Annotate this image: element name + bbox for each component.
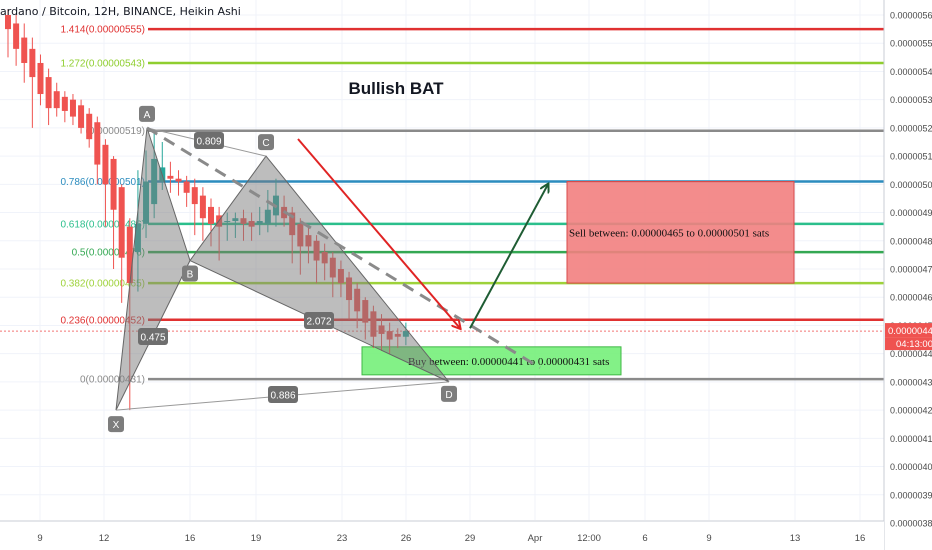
ratio-badge[interactable] (138, 328, 168, 345)
countdown-value: 04:13:00 (896, 339, 932, 350)
ratio-badge[interactable] (304, 312, 334, 329)
candle-body (61, 96, 68, 111)
pattern-point-label: D (445, 390, 452, 401)
chart-title: Bullish BAT (348, 79, 444, 98)
time-tick-label: Apr (528, 533, 543, 544)
candle-body (183, 181, 190, 193)
candle-body (94, 122, 101, 165)
ratio-badge[interactable] (268, 386, 298, 403)
pattern-point-a[interactable] (139, 105, 155, 122)
fib-level-label: 1.272(0.00000543) (60, 58, 145, 69)
candle-body (5, 15, 11, 30)
pattern-point-c[interactable] (258, 134, 274, 151)
time-tick-label: 16 (855, 533, 866, 544)
ratio-badge[interactable] (194, 132, 224, 149)
ratio-label: 0.809 (196, 137, 221, 148)
countdown-tag (885, 337, 932, 351)
candle-body (175, 178, 182, 182)
fib-level-label: 0.382(0.00000465) (60, 279, 145, 290)
price-axis-bg (884, 0, 932, 550)
candle-body (208, 206, 214, 224)
candle-body (110, 158, 117, 210)
pattern-point-label: C (262, 138, 269, 149)
candle-body (191, 187, 198, 205)
candle-body (37, 62, 44, 95)
time-tick-label: 19 (251, 533, 262, 544)
ratio-label: 0.475 (140, 333, 165, 344)
candle-body (45, 77, 52, 109)
candle-body (78, 105, 85, 128)
sell-zone-label: Sell between: 0.00000465 to 0.00000501 s… (569, 227, 769, 239)
trendline-dashed[interactable] (146, 126, 541, 370)
time-tick-label: 12:00 (577, 533, 601, 544)
candle-body (167, 175, 174, 179)
projection-arrows[interactable] (297, 138, 548, 329)
candle-body (102, 144, 109, 185)
time-tick-label: 23 (337, 533, 348, 544)
current-price-value: 0.00000448 (888, 326, 932, 337)
pattern-point-label: B (187, 270, 194, 281)
pattern-point-b[interactable] (182, 265, 198, 282)
candle-body (13, 23, 20, 49)
time-tick-label: 16 (185, 533, 196, 544)
candle-body (29, 48, 36, 78)
bat-pattern[interactable]: X A B C D 0.809 0.475 2.072 0.886 (108, 105, 541, 433)
time-axis[interactable]: 9 12 16 19 23 26 29 Apr 12:00 6 9 13 16 (0, 520, 884, 550)
time-tick-label: 9 (37, 533, 42, 544)
candle-body (21, 37, 28, 63)
candle-body (199, 195, 206, 219)
pattern-point-x[interactable] (108, 416, 124, 433)
candle-body (126, 226, 133, 284)
fib-level-label: 1.414(0.00000555) (60, 25, 145, 36)
current-price-tag[interactable] (885, 323, 932, 338)
time-tick-label: 26 (401, 533, 412, 544)
buy-zone-label: Buy between: 0.00000441 to 0.00000431 sa… (408, 356, 609, 368)
ratio-label: 0.886 (270, 391, 295, 402)
time-tick-label: 29 (465, 533, 476, 544)
pattern-point-label: A (144, 110, 151, 121)
sell-zone[interactable] (566, 181, 795, 284)
ratio-label: 2.072 (306, 317, 331, 328)
time-tick-label: 12 (99, 533, 110, 544)
symbol-info: ardano / Bitcoin, 12H, BINANCE, Heikin A… (0, 5, 241, 18)
fib-level-label: 0.618(0.00000486) (60, 219, 145, 230)
fib-level-label: 0.5(0.00000476) (72, 248, 145, 259)
time-tick-label: 13 (790, 533, 801, 544)
fib-level-label: 0(0.00000431) (80, 375, 145, 386)
candle-body (69, 99, 76, 117)
time-tick-label: 9 (706, 533, 711, 544)
fib-level-label: (0.00000519) (86, 126, 146, 137)
candle-body (53, 91, 60, 109)
pattern-point-label: X (113, 420, 120, 431)
candle-body (118, 187, 125, 258)
fib-level-label: 0.236(0.00000452) (60, 315, 145, 326)
up-projection-arrow[interactable] (469, 184, 548, 329)
down-projection-arrow[interactable] (297, 138, 460, 328)
time-axis-bg (0, 521, 884, 550)
pattern-point-d[interactable] (441, 385, 457, 402)
candle-body (86, 113, 93, 140)
time-tick-label: 6 (642, 533, 647, 544)
